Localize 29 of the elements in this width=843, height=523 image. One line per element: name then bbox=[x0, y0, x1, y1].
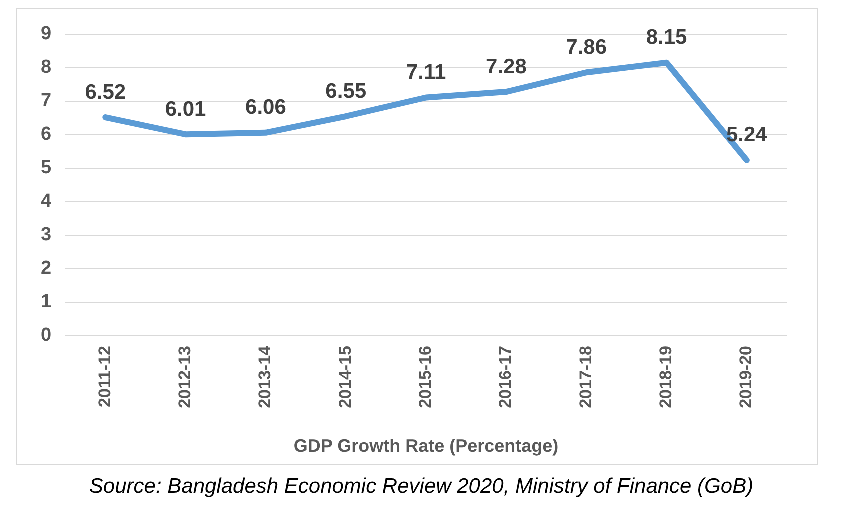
y-tick-label: 4 bbox=[40, 191, 52, 212]
x-tick-label: 2018-19 bbox=[656, 346, 676, 408]
data-label: 7.28 bbox=[486, 55, 528, 78]
data-label: 7.86 bbox=[566, 36, 608, 59]
data-label: 6.06 bbox=[246, 96, 286, 120]
y-tick-label: 6 bbox=[40, 124, 52, 146]
x-tick-label: 2011-12 bbox=[95, 346, 114, 408]
data-label: 6.01 bbox=[165, 98, 207, 121]
data-label: 6.52 bbox=[85, 80, 126, 104]
x-tick-label: 2016-17 bbox=[496, 346, 516, 408]
source-note: Source: Bangladesh Economic Review 2020, Ministry of Finance (GoB) bbox=[88, 475, 755, 499]
x-tick-label: 2017-18 bbox=[576, 346, 596, 408]
y-tick-label: 0 bbox=[40, 325, 52, 346]
y-tick-label: 9 bbox=[40, 24, 52, 45]
y-tick-label: 7 bbox=[40, 90, 52, 112]
y-tick-label: 3 bbox=[40, 224, 52, 246]
y-tick-label: 2 bbox=[40, 258, 52, 280]
y-tick-label: 8 bbox=[40, 57, 52, 78]
x-tick-label: 2019-20 bbox=[736, 346, 756, 408]
y-tick-label: 5 bbox=[40, 158, 52, 179]
x-axis-title: GDP Growth Rate (Percentage) bbox=[294, 436, 559, 456]
data-label: 6.55 bbox=[326, 80, 367, 103]
y-tick-label: 1 bbox=[40, 292, 52, 313]
x-tick-label: 2015-16 bbox=[416, 346, 435, 408]
x-tick-label: 2012-13 bbox=[175, 346, 194, 408]
x-tick-label: 2014-15 bbox=[336, 346, 355, 408]
data-label: 7.11 bbox=[406, 61, 446, 84]
data-label: 8.15 bbox=[646, 26, 688, 50]
x-tick-label: 2013-14 bbox=[256, 345, 275, 408]
